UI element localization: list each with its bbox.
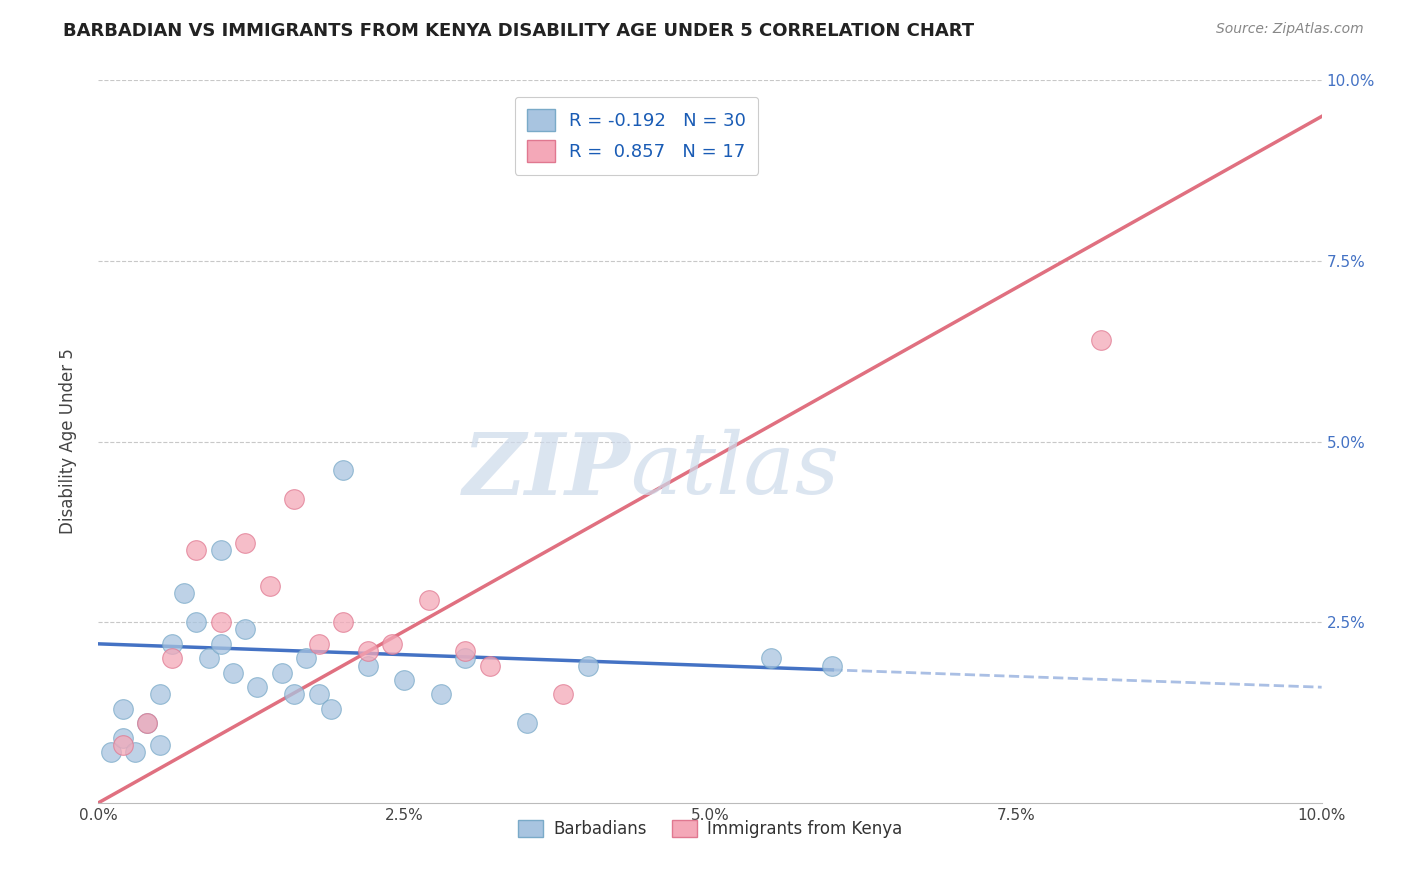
Point xyxy=(222,665,245,680)
Point xyxy=(454,651,477,665)
Point xyxy=(209,637,232,651)
Point xyxy=(332,615,354,630)
Point xyxy=(356,658,378,673)
Point xyxy=(392,673,416,687)
Point xyxy=(233,623,256,637)
Point xyxy=(332,463,354,477)
Text: Source: ZipAtlas.com: Source: ZipAtlas.com xyxy=(1216,22,1364,37)
Point xyxy=(186,542,208,557)
Point xyxy=(149,687,172,701)
Legend: Barbadians, Immigrants from Kenya: Barbadians, Immigrants from Kenya xyxy=(512,814,908,845)
Point xyxy=(136,716,159,731)
Point xyxy=(259,579,281,593)
Point xyxy=(124,745,146,759)
Point xyxy=(1090,334,1112,348)
Point xyxy=(418,593,440,607)
Point xyxy=(270,665,292,680)
Point xyxy=(160,637,183,651)
Point xyxy=(233,535,256,549)
Point xyxy=(197,651,219,665)
Point xyxy=(160,651,183,665)
Y-axis label: Disability Age Under 5: Disability Age Under 5 xyxy=(59,349,77,534)
Text: BARBADIAN VS IMMIGRANTS FROM KENYA DISABILITY AGE UNDER 5 CORRELATION CHART: BARBADIAN VS IMMIGRANTS FROM KENYA DISAB… xyxy=(63,22,974,40)
Point xyxy=(295,651,318,665)
Point xyxy=(759,651,782,665)
Point xyxy=(356,644,378,658)
Text: atlas: atlas xyxy=(630,429,839,512)
Point xyxy=(308,637,330,651)
Point xyxy=(186,615,208,630)
Point xyxy=(430,687,453,701)
Point xyxy=(246,680,269,694)
Point xyxy=(136,716,159,731)
Point xyxy=(478,658,501,673)
Point xyxy=(209,542,232,557)
Point xyxy=(821,658,844,673)
Point xyxy=(100,745,122,759)
Point xyxy=(516,716,538,731)
Point xyxy=(381,637,404,651)
Point xyxy=(319,702,342,716)
Point xyxy=(283,687,305,701)
Point xyxy=(173,586,195,600)
Text: ZIP: ZIP xyxy=(463,429,630,512)
Point xyxy=(111,738,134,752)
Point xyxy=(454,644,477,658)
Point xyxy=(283,492,305,507)
Point xyxy=(576,658,599,673)
Point xyxy=(308,687,330,701)
Point xyxy=(149,738,172,752)
Point xyxy=(111,702,134,716)
Point xyxy=(111,731,134,745)
Point xyxy=(209,615,232,630)
Point xyxy=(553,687,575,701)
